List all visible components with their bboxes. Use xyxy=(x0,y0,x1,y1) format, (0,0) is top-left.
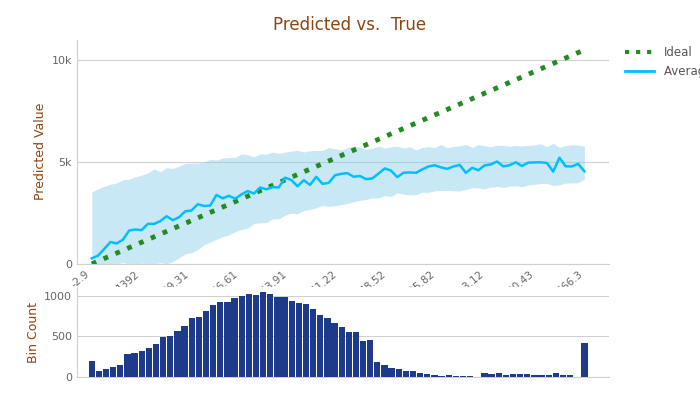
Bar xyxy=(246,294,252,377)
Bar xyxy=(567,375,573,377)
Bar xyxy=(467,376,473,377)
Bar xyxy=(453,376,459,377)
Bar xyxy=(339,327,345,377)
Text: Predicted vs.  True: Predicted vs. True xyxy=(274,16,426,34)
Bar xyxy=(217,302,223,377)
Bar xyxy=(367,340,373,377)
Bar xyxy=(232,298,238,377)
Bar xyxy=(103,369,109,377)
Bar xyxy=(260,292,266,377)
Bar xyxy=(503,375,509,377)
Bar xyxy=(110,366,116,377)
Bar xyxy=(410,371,416,377)
Bar xyxy=(310,308,316,377)
Bar xyxy=(160,337,167,377)
Bar xyxy=(196,316,202,377)
Bar xyxy=(360,341,366,377)
Bar xyxy=(303,304,309,377)
Bar xyxy=(146,348,152,377)
Bar xyxy=(438,376,444,377)
Bar xyxy=(125,354,131,377)
Bar xyxy=(239,296,245,377)
Bar xyxy=(224,301,230,377)
Bar xyxy=(417,373,424,377)
Bar xyxy=(253,295,259,377)
Bar xyxy=(382,365,388,377)
Bar xyxy=(553,373,559,377)
Bar xyxy=(496,373,502,377)
Bar xyxy=(460,376,466,377)
Y-axis label: Predicted Value: Predicted Value xyxy=(34,103,48,200)
Bar xyxy=(374,362,381,377)
Bar xyxy=(389,368,395,377)
Bar xyxy=(346,331,352,377)
Bar xyxy=(402,371,409,377)
Bar xyxy=(531,375,538,377)
Bar xyxy=(132,353,138,377)
Bar xyxy=(188,318,195,377)
Y-axis label: Bin Count: Bin Count xyxy=(27,302,40,363)
Bar xyxy=(489,374,495,377)
Bar xyxy=(281,297,288,377)
Bar xyxy=(324,318,330,377)
Bar xyxy=(274,297,281,377)
Bar xyxy=(89,361,95,377)
Bar xyxy=(560,375,566,377)
Bar xyxy=(203,311,209,377)
Bar xyxy=(510,374,516,377)
Bar xyxy=(153,344,159,377)
Bar xyxy=(517,374,524,377)
Bar xyxy=(174,331,181,377)
Bar xyxy=(331,323,337,377)
Bar xyxy=(538,375,545,377)
Bar xyxy=(295,303,302,377)
Bar xyxy=(581,343,587,377)
Bar xyxy=(181,326,188,377)
Bar xyxy=(210,304,216,377)
Bar xyxy=(96,371,102,377)
Bar xyxy=(474,376,480,377)
Bar xyxy=(545,375,552,377)
Bar xyxy=(395,370,402,377)
X-axis label: True Value: True Value xyxy=(311,308,375,321)
Bar xyxy=(424,374,430,377)
Bar xyxy=(267,294,274,377)
Bar xyxy=(446,375,452,377)
Bar xyxy=(139,351,145,377)
Bar xyxy=(317,314,323,377)
Bar xyxy=(431,375,438,377)
Bar xyxy=(117,365,123,377)
Bar xyxy=(288,301,295,377)
Bar xyxy=(167,336,174,377)
Bar xyxy=(482,373,488,377)
Bar xyxy=(524,374,531,377)
Bar xyxy=(353,332,359,377)
Legend: Ideal, Average Predicted Value: Ideal, Average Predicted Value xyxy=(620,41,700,83)
